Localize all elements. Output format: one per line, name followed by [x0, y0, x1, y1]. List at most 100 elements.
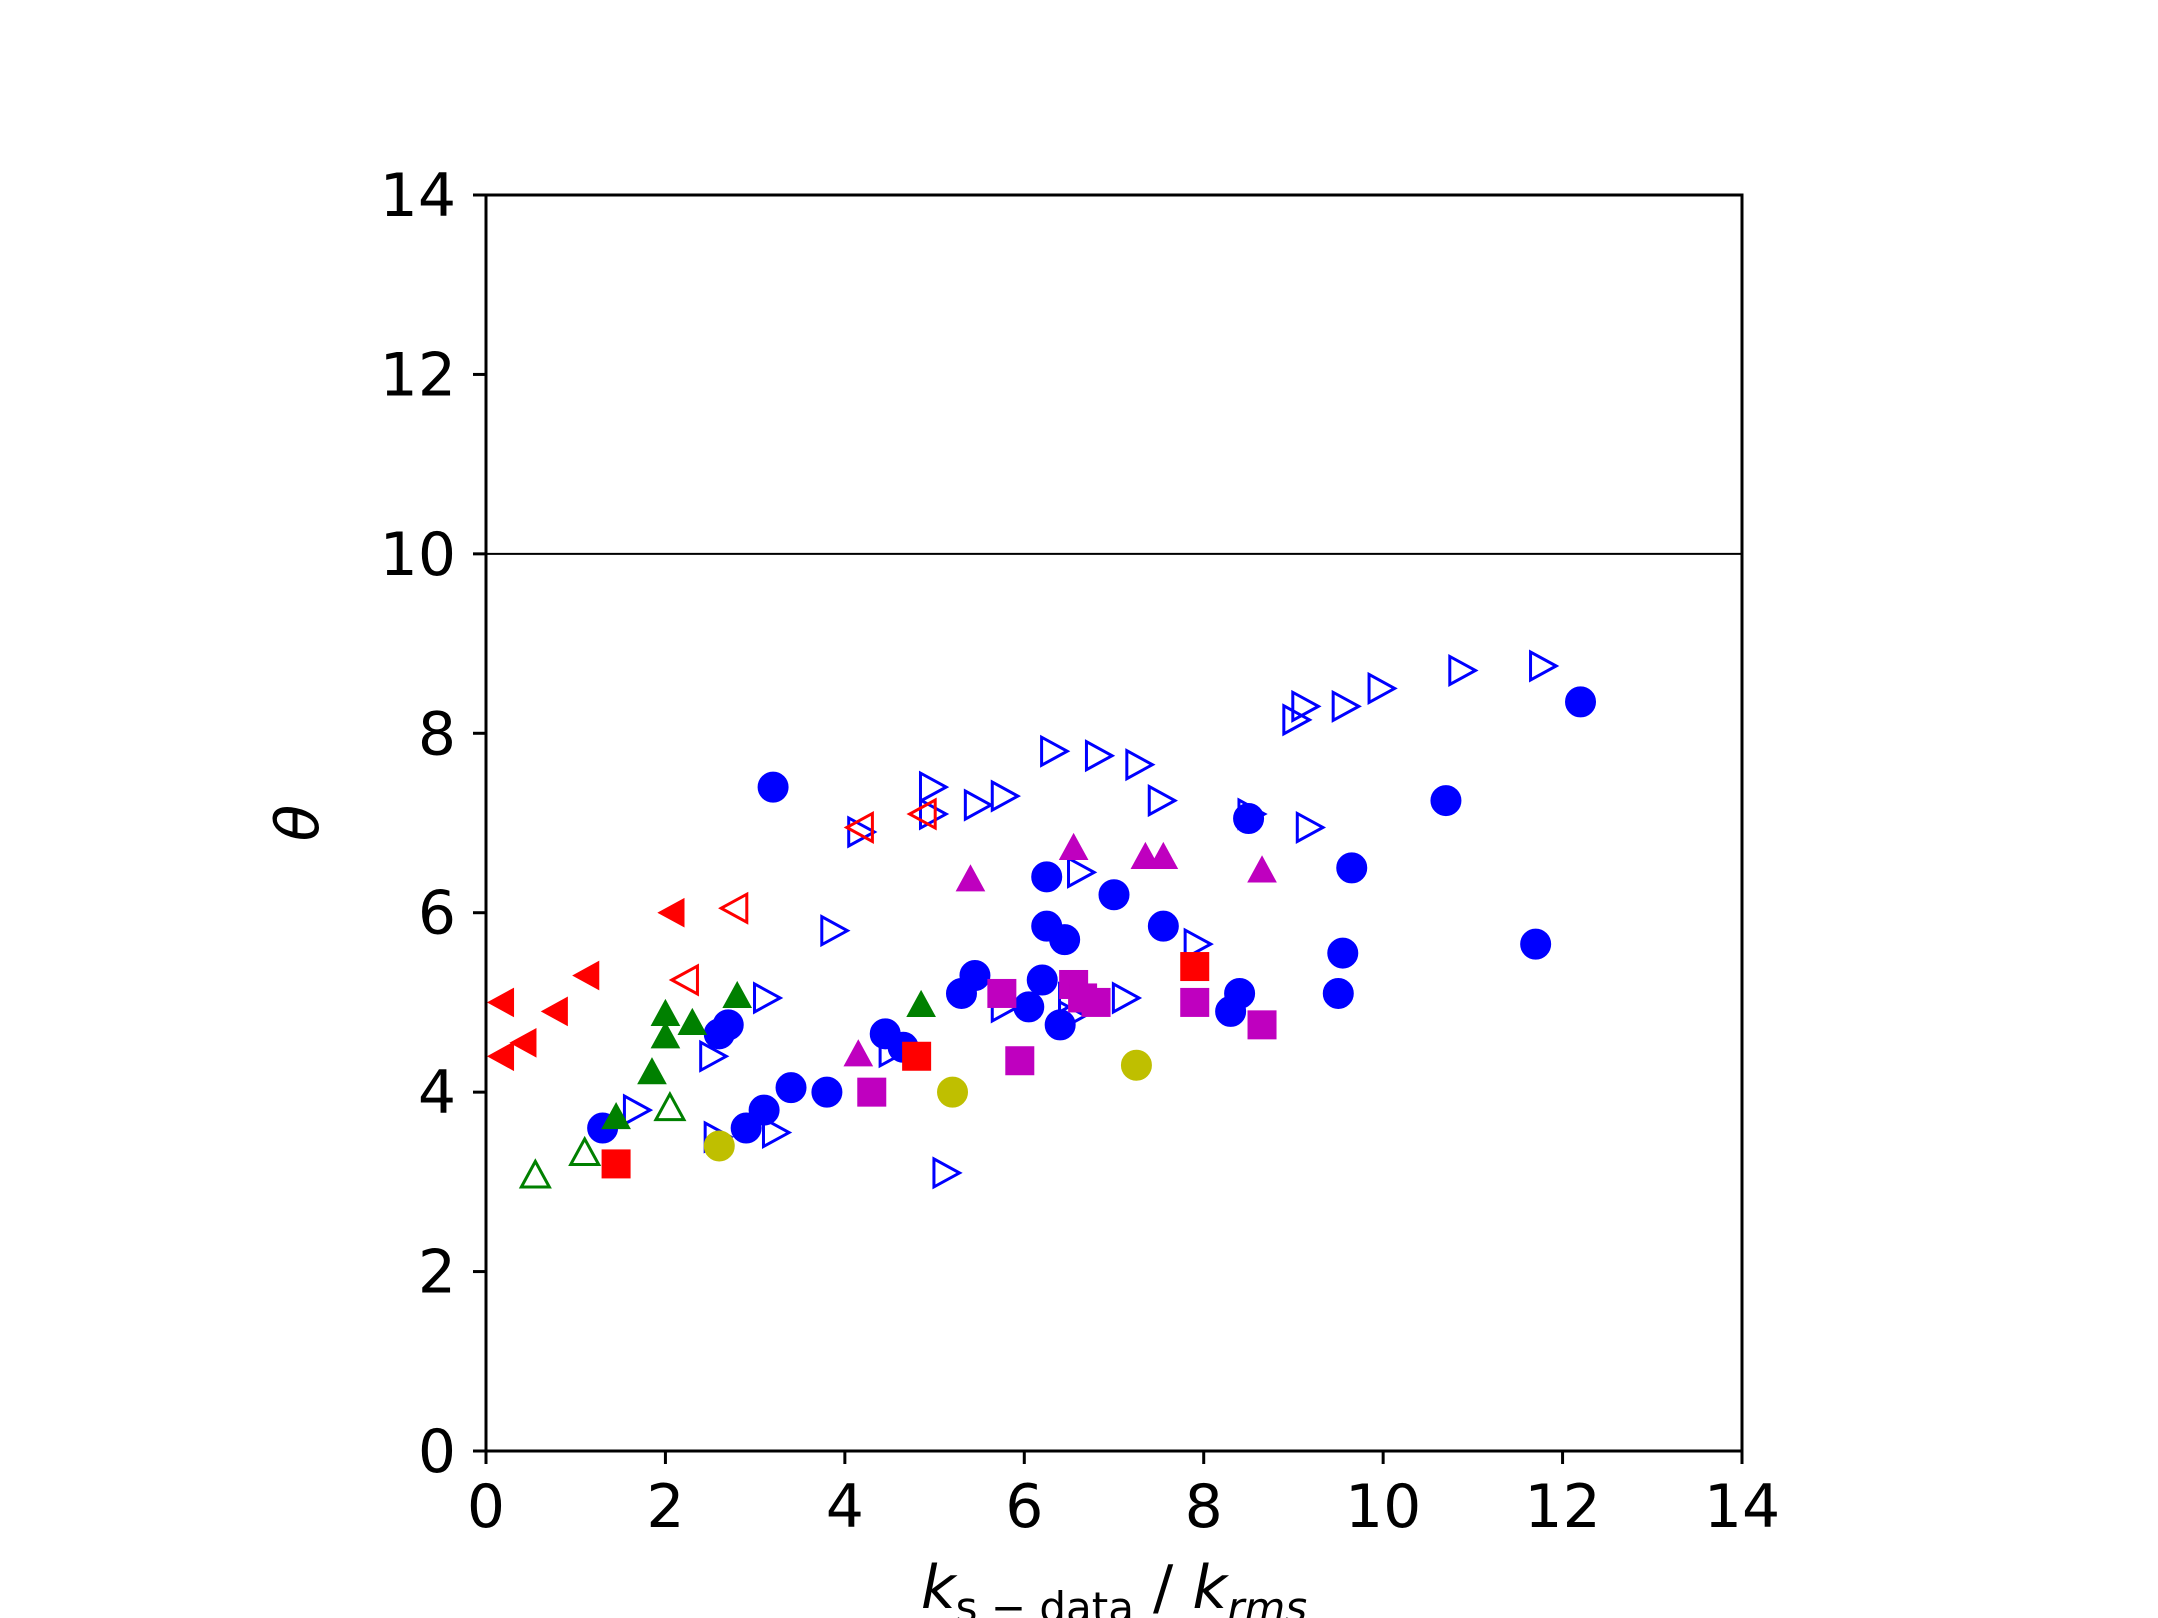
data-point-triangle-up-filled: [722, 980, 753, 1009]
data-point-square-filled: [987, 978, 1017, 1008]
data-point-circle-filled: [1565, 686, 1597, 718]
data-point-circle-filled: [1031, 861, 1063, 893]
x-label-sub1: s − data: [956, 1583, 1134, 1618]
data-point-circle-filled: [1322, 977, 1354, 1009]
data-point-triangle-right-open: [1448, 653, 1479, 688]
data-point-triangle-right-open: [1084, 739, 1116, 773]
data-point-triangle-left-open: [843, 810, 874, 845]
y-tick-label: 14: [380, 161, 456, 231]
data-point-triangle-left-open: [718, 891, 749, 925]
x-tick-label: 0: [467, 1472, 505, 1542]
data-point-circle-filled: [1224, 977, 1256, 1009]
data-point-square-filled: [1005, 1046, 1035, 1076]
x-tick-label: 6: [1005, 1472, 1043, 1542]
data-point-circle-filled: [1520, 928, 1552, 960]
data-point-triangle-right-open: [1183, 927, 1214, 961]
y-tick-label: 12: [380, 340, 456, 410]
data-point-triangle-right-open: [1237, 797, 1268, 831]
data-point-triangle-up-filled: [843, 1039, 874, 1067]
data-point-square-filled: [601, 1149, 631, 1179]
data-point-triangle-right-open: [1111, 981, 1143, 1015]
data-point-triangle-right-open: [918, 770, 950, 804]
data-point-square-filled: [1247, 1010, 1277, 1040]
data-point-triangle-right-open: [753, 981, 784, 1015]
y-tick-label: 6: [418, 879, 456, 949]
data-point-circle-filled: [712, 1009, 744, 1041]
y-tick-label: 8: [418, 699, 456, 769]
x-axis-ticks: 0 2 4 6 8 10 12 14: [467, 1451, 1780, 1542]
y-axis-label: θ: [263, 805, 333, 842]
data-markers: [486, 649, 1597, 1190]
data-point-triangle-up-filled: [650, 998, 681, 1026]
x-tick-label: 8: [1185, 1472, 1223, 1542]
data-point-triangle-right-open: [932, 1156, 963, 1190]
data-point-circle-filled: [1049, 924, 1081, 956]
data-point-circle-filled: [1026, 964, 1058, 996]
data-point-circle-filled: [959, 960, 991, 992]
data-point-circle-filled: [757, 771, 789, 803]
data-point-triangle-right-open: [1295, 810, 1327, 845]
data-point-triangle-left-filled: [509, 1027, 537, 1058]
plot-area-frame: [484, 193, 1744, 1453]
data-point-square-filled: [1081, 987, 1111, 1017]
data-point-square-filled: [1180, 952, 1210, 982]
data-point-triangle-right-open: [1367, 671, 1398, 705]
data-point-triangle-up-filled: [601, 1102, 631, 1130]
data-point-triangle-right-open: [918, 797, 950, 831]
data-point-triangle-right-open: [1125, 748, 1156, 782]
data-point-triangle-right-open: [1147, 784, 1178, 818]
x-tick-label: 2: [646, 1472, 684, 1542]
data-point-circle-filled: [937, 1076, 969, 1108]
data-point-circle-filled: [1430, 785, 1462, 817]
x-tick-label: 14: [1704, 1472, 1780, 1542]
data-point-triangle-right-open: [1282, 703, 1313, 737]
x-tick-label: 12: [1524, 1472, 1600, 1542]
data-point-triangle-left-open: [668, 963, 699, 997]
data-point-circle-filled: [1336, 852, 1368, 884]
x-label-k2: k: [1192, 1553, 1229, 1618]
data-point-triangle-right-open: [990, 779, 1021, 813]
x-axis-label: ks − data / krms: [921, 1553, 1307, 1618]
data-point-triangle-left-filled: [486, 1041, 515, 1072]
data-point-square-filled: [1180, 987, 1210, 1017]
data-point-circle-filled: [1120, 1049, 1152, 1081]
data-point-triangle-up-filled: [955, 864, 986, 892]
data-point-triangle-right-open: [622, 1093, 654, 1127]
data-point-square-filled: [902, 1041, 932, 1071]
data-point-triangle-up-filled: [1058, 832, 1089, 861]
data-point-triangle-up-filled: [650, 1021, 681, 1049]
data-point-circle-filled: [775, 1072, 807, 1104]
data-point-triangle-up-filled: [906, 989, 936, 1018]
x-label-k1: k: [921, 1553, 958, 1618]
x-tick-label: 4: [826, 1472, 864, 1542]
data-point-triangle-up-open: [653, 1090, 687, 1122]
data-point-circle-filled: [1098, 879, 1130, 911]
data-point-circle-filled: [1147, 910, 1179, 942]
y-tick-label: 0: [418, 1417, 456, 1487]
data-point-circle-filled: [703, 1130, 735, 1162]
data-point-triangle-left-filled: [657, 897, 685, 928]
x-tick-label: 10: [1345, 1472, 1421, 1542]
y-tick-label: 4: [418, 1058, 456, 1128]
data-point-triangle-right-open: [699, 1039, 730, 1073]
data-point-triangle-up-filled: [677, 1007, 708, 1035]
x-label-sep: /: [1134, 1553, 1192, 1618]
data-point-triangle-right-open: [1040, 734, 1071, 768]
y-axis-ticks: 0 2 4 6 8 10 12 14: [380, 161, 486, 1487]
data-point-triangle-left-filled: [572, 960, 600, 991]
data-point-square-filled: [857, 1077, 887, 1107]
data-point-triangle-up-filled: [1148, 841, 1179, 869]
x-label-sub2: rms: [1227, 1583, 1307, 1618]
y-tick-label: 2: [418, 1238, 456, 1308]
data-point-triangle-left-open: [906, 797, 937, 831]
data-point-triangle-right-open: [963, 788, 995, 822]
data-point-triangle-right-open: [847, 815, 878, 849]
data-point-triangle-up-open: [518, 1158, 552, 1189]
data-point-triangle-up-filled: [1247, 855, 1277, 883]
data-point-triangle-up-filled: [637, 1057, 667, 1085]
data-point-triangle-right-open: [1331, 689, 1362, 723]
data-point-triangle-right-open: [1291, 689, 1322, 723]
data-point-triangle-left-filled: [486, 987, 515, 1018]
data-point-triangle-right-open: [1067, 855, 1098, 889]
